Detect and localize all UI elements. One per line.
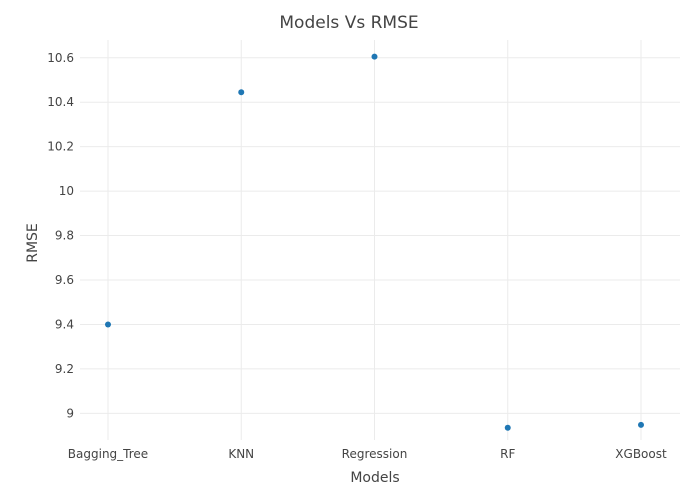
data-point[interactable]: [504, 424, 511, 431]
y-tick-label: 9: [66, 406, 74, 420]
data-points: [105, 53, 644, 431]
x-tick-label: XGBoost: [615, 447, 667, 461]
y-tick-label: 10.4: [47, 95, 74, 109]
data-point[interactable]: [371, 53, 378, 60]
y-tick-label: 10.2: [47, 140, 74, 154]
x-tick-label: Regression: [342, 447, 408, 461]
y-tick-label: 9.8: [55, 229, 74, 243]
x-tick-label: KNN: [228, 447, 254, 461]
y-axis-ticks: 9 9.2 9.4 9.6 9.8 10 10.2 10.4 10.6: [47, 51, 74, 421]
y-tick-label: 9.2: [55, 362, 74, 376]
data-point[interactable]: [238, 89, 245, 96]
data-point[interactable]: [105, 321, 111, 328]
y-tick-label: 9.4: [55, 317, 74, 331]
y-axis-title: RMSE: [25, 223, 41, 263]
chart-title: Models Vs RMSE: [279, 13, 418, 33]
x-tick-label: Bagging_Tree: [68, 447, 148, 461]
y-tick-label: 10.6: [47, 51, 74, 65]
data-point[interactable]: [638, 421, 644, 428]
grid: [80, 40, 680, 440]
y-tick-label: 10: [59, 184, 74, 198]
y-tick-label: 9.6: [55, 273, 74, 287]
x-axis-title: Models: [350, 470, 399, 486]
x-axis-ticks: Bagging_Tree KNN Regression RF XGBoost: [68, 447, 667, 461]
x-tick-label: RF: [500, 447, 515, 461]
